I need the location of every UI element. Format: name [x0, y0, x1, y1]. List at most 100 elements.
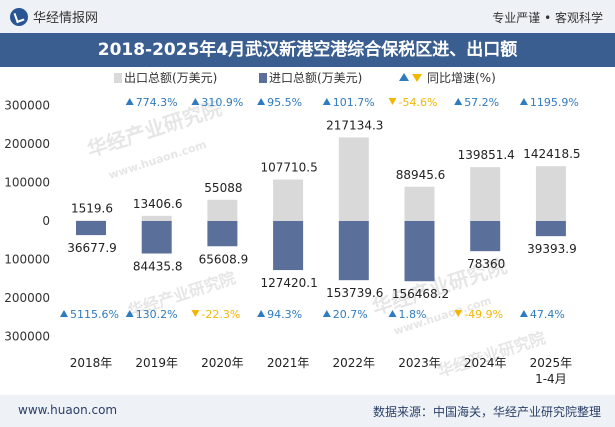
growth-value: 95.5% [267, 96, 302, 109]
growth-up-arrow-icon [388, 310, 397, 317]
y-axis: 300000 200000 100000 0 100000 200000 300000 [4, 99, 50, 344]
import-bar [338, 221, 369, 281]
growth-up-arrow-icon [454, 98, 463, 105]
import-value-label: 153739.6 [326, 286, 383, 300]
growth-down-arrow-icon [454, 310, 463, 317]
import-value-label: 156468.2 [392, 287, 449, 301]
growth-value: 101.7% [333, 96, 375, 109]
import-bar [76, 221, 106, 236]
growth-value: -54.6% [399, 96, 438, 109]
legend-swatch-import [259, 73, 267, 83]
legend-label-growth: 同比增速(%) [427, 71, 496, 85]
growth-down-arrow-icon [388, 98, 397, 105]
import-bar [470, 221, 501, 252]
brand: 华经情报网 [10, 7, 98, 26]
brand-logo-icon [10, 7, 28, 26]
x-tick-label: 2024年 [464, 356, 507, 370]
footer-website: www.huaon.com [18, 403, 118, 417]
growth-up-arrow-icon [191, 98, 200, 105]
export-bar [535, 166, 566, 221]
growth-up-arrow-icon [519, 310, 528, 317]
growth-value: 5115.6% [70, 308, 119, 321]
export-value-label: 13406.6 [133, 197, 183, 211]
import-value-label: 36677.9 [67, 241, 117, 255]
export-bar [141, 215, 172, 221]
growth-up-arrow-icon [60, 310, 68, 317]
export-value-label: 217134.3 [326, 118, 383, 132]
import-value-label: 127420.1 [260, 276, 317, 290]
x-tick-label: 2022年 [333, 356, 376, 370]
growth-value: 47.4% [530, 308, 565, 321]
growth-up-arrow-icon [519, 98, 528, 105]
x-tick-label: 2018年 [70, 356, 113, 370]
growth-value: 94.3% [267, 308, 302, 321]
export-value-label: 142418.5 [523, 147, 580, 161]
x-tick-label: 2023年 [398, 356, 441, 370]
export-value-label: 139851.4 [458, 148, 515, 162]
growth-up-arrow-icon [257, 98, 266, 105]
import-bar [404, 221, 435, 282]
legend-down-arrow-icon [412, 74, 422, 82]
growth-value: 20.7% [333, 308, 368, 321]
y-tick-label: 200000 [4, 291, 50, 305]
export-bar [76, 220, 106, 221]
growth-value: 1.8% [399, 308, 427, 321]
export-bar [338, 137, 369, 221]
watermark-text: 华经产业研究院 [435, 328, 547, 381]
x-tick-label: 2025年 [530, 356, 573, 370]
legend-up-arrow-icon [399, 73, 409, 81]
x-tick-label: 2021年 [267, 356, 310, 370]
growth-value: 774.3% [136, 96, 178, 109]
import-bar [535, 221, 566, 237]
chart: 华经产业研究院华经产业研究院华经产业研究院华经产业研究院www.huaon.co… [4, 71, 580, 386]
growth-up-arrow-icon [322, 310, 331, 317]
bars [76, 137, 566, 282]
export-bar [404, 186, 435, 221]
import-value-label: 39393.9 [527, 242, 577, 256]
legend: 出口总额(万美元) 进口总额(万美元) 同比增速(%) [114, 71, 496, 85]
growth-up-arrow-icon [125, 310, 134, 317]
growth-value: -22.3% [201, 308, 240, 321]
import-bar [141, 221, 172, 254]
growth-up-arrow-icon [322, 98, 331, 105]
growth-value: -49.9% [464, 308, 503, 321]
x-tick-label: 2019年 [135, 356, 178, 370]
y-tick-label: 300000 [4, 99, 50, 113]
growth-value: 57.2% [464, 96, 499, 109]
y-tick-label: 0 [42, 214, 50, 228]
growth-up-arrow-icon [125, 98, 134, 105]
growth-labels: 5115.6% 774.3% 130.2% 310.9% -22.3% 95.5% 94.3… [60, 96, 579, 321]
x-axis: 2018年 2019年 2020年 2021年 2022年 2023年 2024年 2025年… [70, 356, 572, 386]
growth-value: 310.9% [201, 96, 243, 109]
export-value-label: 88945.6 [396, 168, 446, 182]
growth-up-arrow-icon [257, 310, 266, 317]
tagline: 专业严谨 • 客观科学 [492, 11, 603, 25]
brand-name: 华经情报网 [33, 11, 99, 26]
x-tick-label: 2020年 [201, 356, 244, 370]
import-value-label: 84435.8 [133, 260, 183, 274]
growth-value: 1195.9% [530, 96, 579, 109]
export-bar [273, 179, 304, 221]
legend-label-export: 出口总额(万美元) [124, 71, 217, 85]
x-tick-label: 1-4月 [535, 372, 567, 386]
export-value-label: 107710.5 [260, 161, 317, 175]
import-value-label: 78360 [467, 257, 505, 271]
y-tick-label: 200000 [4, 137, 50, 151]
export-bar [470, 167, 501, 221]
y-tick-label: 100000 [4, 176, 50, 190]
import-bar [273, 221, 304, 271]
import-value-label: 65608.9 [199, 252, 249, 266]
y-tick-label: 300000 [4, 330, 50, 344]
export-value-label: 1519.6 [71, 201, 113, 215]
export-value-label: 55088 [204, 181, 242, 195]
footer-bar: www.huaon.com 数据来源：中国海关，华经产业研究院整理 [0, 395, 615, 427]
top-bar: 华经情报网 专业严谨 • 客观科学 [0, 0, 615, 33]
data-source: 数据来源：中国海关，华经产业研究院整理 [372, 405, 601, 419]
chart-title: 2018-2025年4月武汉新港空港综合保税区进、出口额 [0, 33, 615, 67]
legend-label-import: 进口总额(万美元) [269, 71, 362, 85]
data-labels: 1519.6 36677.9 13406.6 84435.8 55088 65608.9 1… [67, 118, 580, 301]
legend-swatch-export [114, 73, 122, 83]
y-tick-label: 100000 [4, 253, 50, 267]
growth-down-arrow-icon [191, 310, 200, 317]
export-bar [207, 199, 238, 221]
